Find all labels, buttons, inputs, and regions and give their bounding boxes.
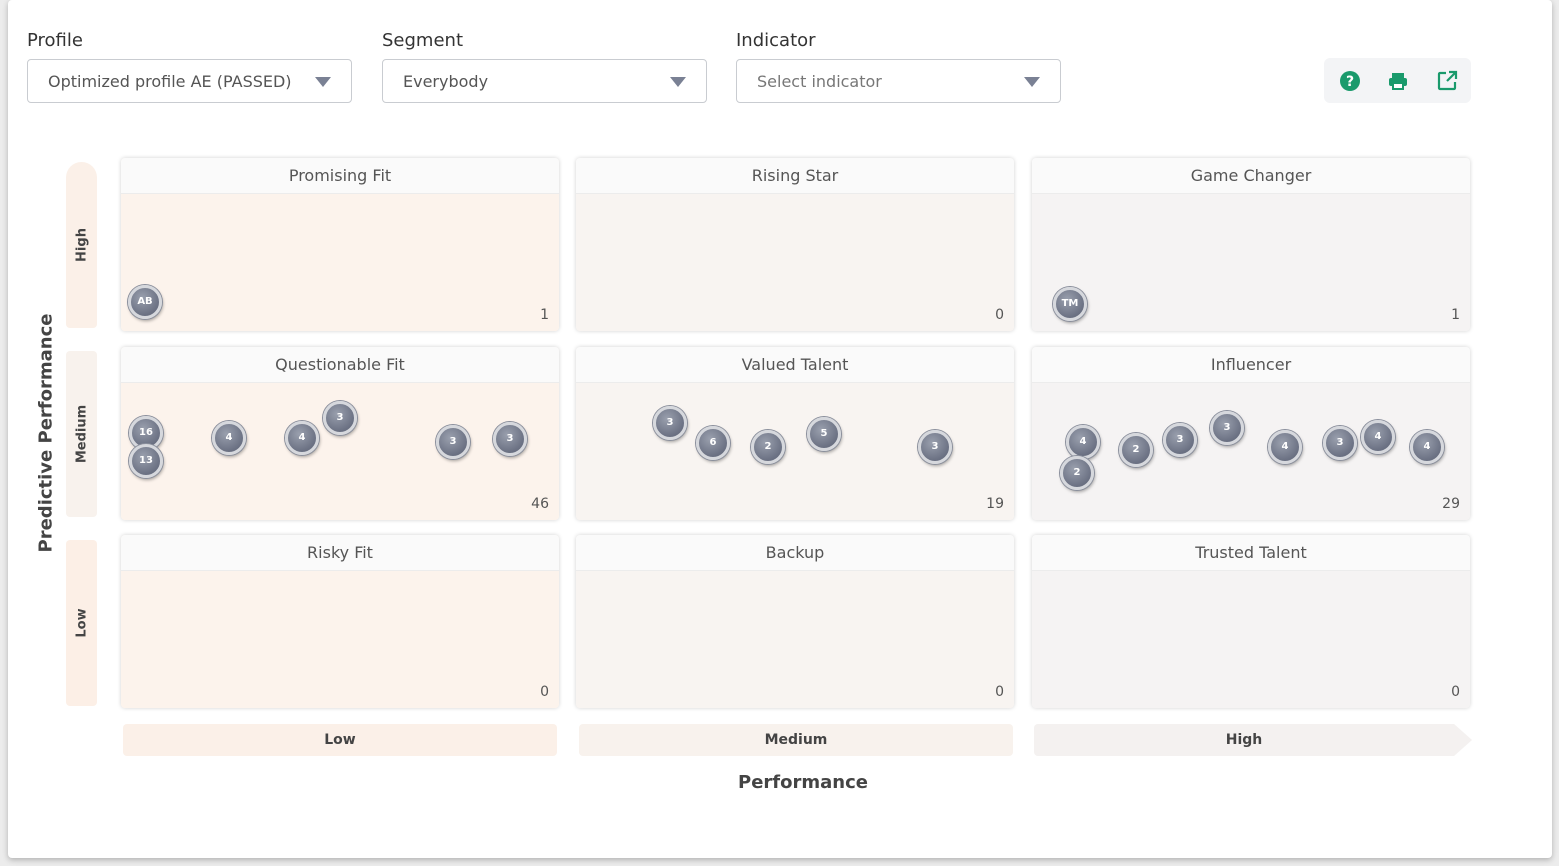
cell-count: 0 — [995, 684, 1004, 700]
cell-backup[interactable]: Backup 0 — [576, 535, 1014, 708]
employee-bubble[interactable]: TM — [1053, 287, 1087, 321]
indicator-select-placeholder: Select indicator — [757, 72, 882, 91]
employee-bubble[interactable]: 3 — [1323, 426, 1357, 460]
cell-risky-fit[interactable]: Risky Fit 0 — [121, 535, 559, 708]
cell-count: 0 — [540, 684, 549, 700]
employee-bubble[interactable]: 4 — [1268, 430, 1302, 464]
cell-body: 0 — [1032, 571, 1470, 708]
cell-count: 19 — [986, 496, 1004, 512]
cell-body: 3 6 2 5 3 19 — [576, 383, 1014, 520]
employee-bubble[interactable]: 3 — [436, 425, 470, 459]
cell-title: Rising Star — [576, 158, 1014, 194]
chevron-down-icon — [1024, 77, 1040, 87]
employee-bubble[interactable]: 3 — [1210, 411, 1244, 445]
employee-bubble[interactable]: 4 — [1066, 425, 1100, 459]
toolbar: ? — [1324, 58, 1471, 103]
employee-bubble[interactable]: 6 — [696, 426, 730, 460]
cell-title: Influencer — [1032, 347, 1470, 383]
cell-game-changer[interactable]: Game Changer TM 1 — [1032, 158, 1470, 331]
cell-body: AB 1 — [121, 194, 559, 331]
cell-title: Backup — [576, 535, 1014, 571]
cell-title: Questionable Fit — [121, 347, 559, 383]
profile-select[interactable]: Optimized profile AE (PASSED) — [27, 59, 352, 103]
svg-text:?: ? — [1346, 74, 1354, 90]
cell-title: Risky Fit — [121, 535, 559, 571]
cell-body: 0 — [576, 194, 1014, 331]
employee-bubble[interactable]: AB — [128, 285, 162, 319]
indicator-label: Indicator — [736, 30, 816, 51]
x-band-high: High — [1034, 724, 1454, 756]
cell-body: TM 1 — [1032, 194, 1470, 331]
cell-count: 1 — [540, 307, 549, 323]
employee-bubble[interactable]: 4 — [1361, 420, 1395, 454]
employee-bubble[interactable]: 3 — [918, 430, 952, 464]
x-axis-arrow-icon — [1454, 724, 1472, 756]
cell-valued-talent[interactable]: Valued Talent 3 6 2 5 3 19 — [576, 347, 1014, 520]
employee-bubble[interactable]: 2 — [751, 430, 785, 464]
y-band-label: Low — [74, 608, 89, 638]
help-icon[interactable]: ? — [1338, 69, 1362, 93]
cell-questionable-fit[interactable]: Questionable Fit 16 13 4 4 3 3 3 46 — [121, 347, 559, 520]
cell-influencer[interactable]: Influencer 4 2 2 3 3 4 3 4 4 29 — [1032, 347, 1470, 520]
profile-select-value: Optimized profile AE (PASSED) — [48, 72, 292, 91]
x-band-medium: Medium — [579, 724, 1013, 756]
cell-title: Promising Fit — [121, 158, 559, 194]
segment-select[interactable]: Everybody — [382, 59, 707, 103]
cell-count: 29 — [1442, 496, 1460, 512]
x-band-low: Low — [123, 724, 557, 756]
profile-label: Profile — [27, 30, 83, 51]
y-band-label: Medium — [74, 404, 89, 464]
y-band-medium: Medium — [66, 351, 97, 517]
cell-body: 16 13 4 4 3 3 3 46 — [121, 383, 559, 520]
cell-rising-star[interactable]: Rising Star 0 — [576, 158, 1014, 331]
cell-body: 4 2 2 3 3 4 3 4 4 29 — [1032, 383, 1470, 520]
employee-bubble[interactable]: 4 — [285, 421, 319, 455]
y-band-label: High — [74, 228, 89, 262]
employee-bubble[interactable]: 3 — [493, 422, 527, 456]
employee-bubble[interactable]: 2 — [1060, 456, 1094, 490]
chevron-down-icon — [670, 77, 686, 87]
cell-title: Trusted Talent — [1032, 535, 1470, 571]
employee-bubble[interactable]: 3 — [1163, 423, 1197, 457]
x-axis-title: Performance — [738, 772, 868, 793]
cell-count: 46 — [531, 496, 549, 512]
employee-bubble[interactable]: 3 — [323, 401, 357, 435]
cell-trusted-talent[interactable]: Trusted Talent 0 — [1032, 535, 1470, 708]
y-band-high: High — [66, 162, 97, 328]
y-axis-title: Predictive Performance — [35, 313, 57, 553]
chevron-down-icon — [315, 77, 331, 87]
employee-bubble[interactable]: 4 — [212, 421, 246, 455]
cell-body: 0 — [576, 571, 1014, 708]
indicator-select[interactable]: Select indicator — [736, 59, 1061, 103]
cell-promising-fit[interactable]: Promising Fit AB 1 — [121, 158, 559, 331]
segment-select-value: Everybody — [403, 72, 489, 91]
employee-bubble[interactable]: 3 — [653, 406, 687, 440]
segment-label: Segment — [382, 30, 463, 51]
employee-bubble[interactable]: 13 — [129, 444, 163, 478]
cell-title: Game Changer — [1032, 158, 1470, 194]
export-icon[interactable] — [1435, 69, 1459, 93]
y-band-low: Low — [66, 540, 97, 706]
cell-body: 0 — [121, 571, 559, 708]
employee-bubble[interactable]: 5 — [807, 417, 841, 451]
talent-grid-panel: Profile Optimized profile AE (PASSED) Se… — [8, 0, 1552, 858]
cell-title: Valued Talent — [576, 347, 1014, 383]
print-icon[interactable] — [1386, 69, 1410, 93]
employee-bubble[interactable]: 4 — [1410, 430, 1444, 464]
cell-count: 0 — [1451, 684, 1460, 700]
cell-count: 0 — [995, 307, 1004, 323]
cell-count: 1 — [1451, 307, 1460, 323]
employee-bubble[interactable]: 2 — [1119, 433, 1153, 467]
